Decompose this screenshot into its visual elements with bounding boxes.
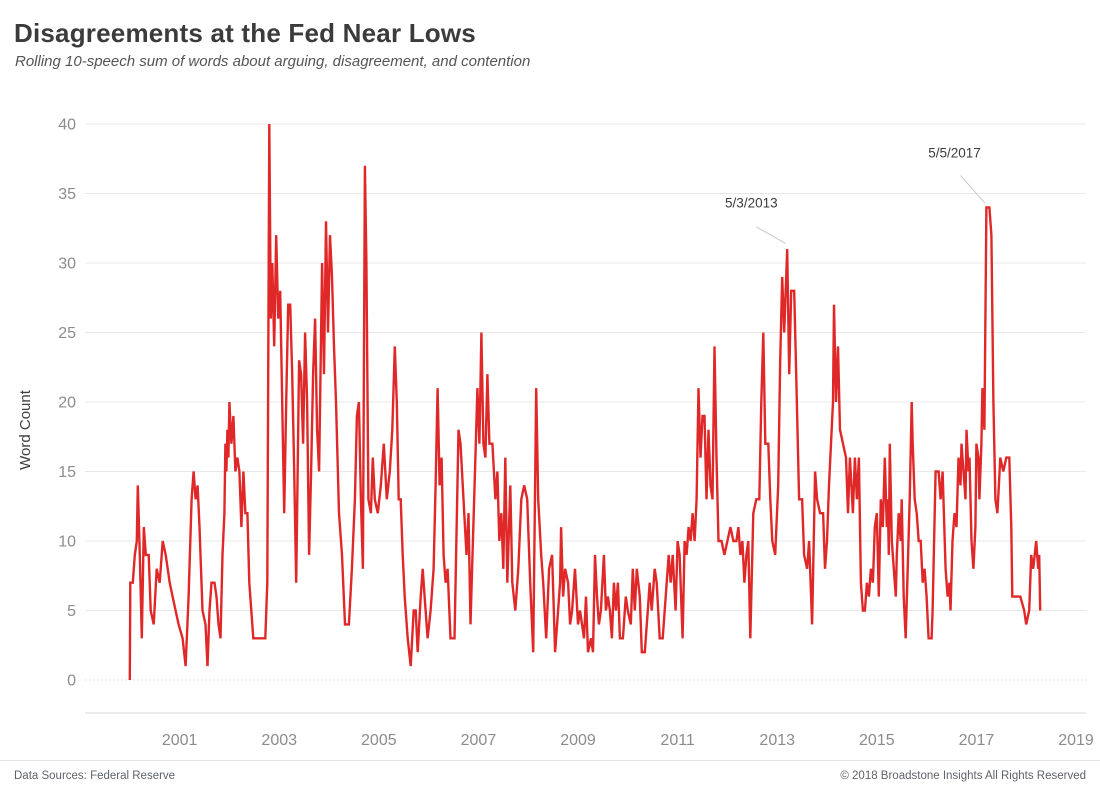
chart-title: Disagreements at the Fed Near Lows bbox=[14, 18, 476, 48]
annotation-label: 5/5/2017 bbox=[928, 145, 981, 160]
annotation-label: 5/3/2013 bbox=[725, 195, 778, 210]
x-axis-tick-labels: 2001 2003 2005 2007 2009 2011 2013 2015 2017 2019 bbox=[162, 732, 1094, 749]
svg-text:2015: 2015 bbox=[859, 732, 895, 749]
svg-text:2001: 2001 bbox=[162, 732, 198, 749]
svg-text:35: 35 bbox=[58, 186, 76, 203]
svg-text:15: 15 bbox=[58, 464, 76, 481]
svg-text:5: 5 bbox=[67, 603, 76, 620]
y-axis-title: Word Count bbox=[17, 389, 34, 470]
annotation-leader-line bbox=[960, 175, 986, 204]
annotation-5-5-2017: 5/5/2017 bbox=[928, 145, 986, 204]
svg-text:2017: 2017 bbox=[959, 732, 995, 749]
chart-subtitle: Rolling 10-speech sum of words about arg… bbox=[15, 53, 531, 70]
svg-text:25: 25 bbox=[58, 325, 76, 342]
svg-text:0: 0 bbox=[67, 673, 76, 690]
word-count-line-series[interactable] bbox=[128, 123, 1042, 681]
svg-text:10: 10 bbox=[58, 534, 76, 551]
y-axis-tick-labels: 0 5 10 15 20 25 30 35 40 bbox=[58, 117, 76, 690]
data-source-caption: Data Sources: Federal Reserve bbox=[14, 770, 176, 782]
copyright-caption: © 2018 Broadstone Insights All Rights Re… bbox=[840, 770, 1086, 782]
annotation-5-3-2013: 5/3/2013 bbox=[725, 195, 786, 244]
svg-text:2009: 2009 bbox=[560, 732, 596, 749]
svg-text:2007: 2007 bbox=[461, 732, 497, 749]
annotation-leader-line bbox=[756, 226, 786, 244]
svg-text:2011: 2011 bbox=[660, 732, 695, 749]
svg-text:2003: 2003 bbox=[261, 732, 297, 749]
footer: Data Sources: Federal Reserve © 2018 Bro… bbox=[0, 760, 1100, 800]
svg-text:2005: 2005 bbox=[361, 732, 397, 749]
svg-text:30: 30 bbox=[58, 256, 76, 273]
svg-text:2019: 2019 bbox=[1058, 732, 1094, 749]
svg-text:20: 20 bbox=[58, 395, 76, 412]
svg-text:2013: 2013 bbox=[759, 732, 795, 749]
svg-text:40: 40 bbox=[58, 117, 76, 134]
